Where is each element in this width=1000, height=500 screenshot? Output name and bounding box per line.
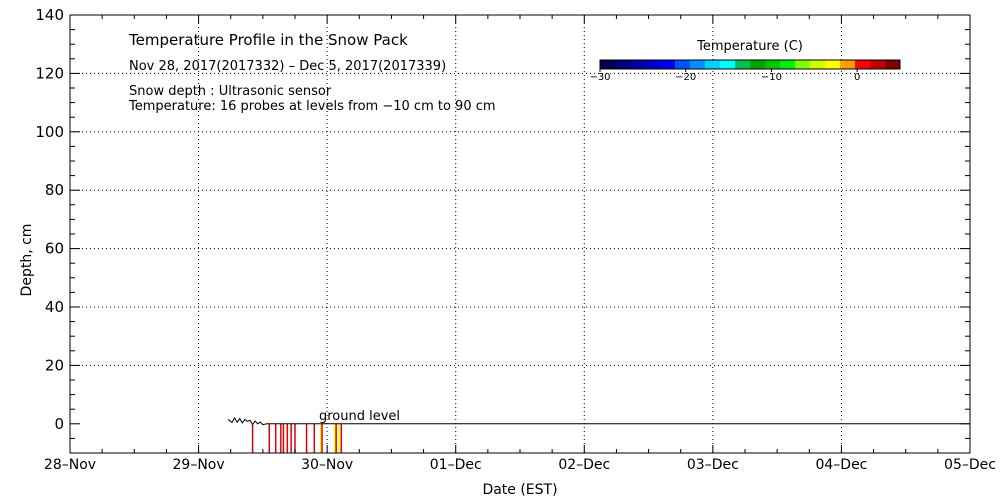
y-tick-label: 120 <box>35 64 64 82</box>
colorbar-swatch <box>765 60 781 69</box>
y-tick-label: 100 <box>35 123 64 141</box>
colorbar-swatch <box>795 60 811 69</box>
colorbar-swatch <box>855 60 871 69</box>
colorbar-tick-label: −30 <box>589 72 610 83</box>
colorbar-swatch <box>615 60 631 69</box>
y-tick-label: 40 <box>45 298 64 316</box>
colorbar-swatch <box>720 60 736 69</box>
y-tick-label: 0 <box>54 415 64 433</box>
grid-layer <box>70 15 970 453</box>
colorbar-swatch <box>810 60 826 69</box>
colorbar-swatch <box>690 60 706 69</box>
colorbar-frame <box>599 59 901 70</box>
snow-depth-line <box>227 416 267 426</box>
colorbar-swatch <box>630 60 646 69</box>
plot-frame <box>69 14 971 454</box>
colorbar-tick-label: −20 <box>675 72 696 83</box>
series-layer <box>227 416 970 453</box>
info-line-probes: Temperature: 16 probes at levels from −1… <box>128 99 496 114</box>
colorbar-title: Temperature (C) <box>696 39 803 54</box>
x-tick-label: 05–Dec <box>944 457 996 473</box>
x-tick-label: 29–Nov <box>173 457 225 473</box>
x-tick-label: 04–Dec <box>815 457 867 473</box>
y-tick-label: 60 <box>45 240 64 258</box>
colorbar-tick-label: 0 <box>854 72 860 83</box>
ground-level-label: ground level <box>319 409 400 424</box>
x-tick-label: 30–Nov <box>301 457 353 473</box>
colorbar-swatch <box>645 60 661 69</box>
colorbar-swatch <box>885 60 901 69</box>
colorbar-swatch <box>780 60 796 69</box>
info-line-sensor: Snow depth : Ultrasonic sensor <box>129 84 332 99</box>
colorbar-swatch <box>735 60 751 69</box>
colorbar-swatch <box>825 60 841 69</box>
colorbar-swatch <box>675 60 691 69</box>
x-tick-label: 01–Dec <box>430 457 482 473</box>
x-tick-label: 28–Nov <box>44 457 96 473</box>
y-tick-label: 140 <box>35 6 64 24</box>
axis-layer: 28–Nov 29–Nov 30–Nov 01–Dec 02–Dec 03–Dec 04–D… <box>35 6 996 473</box>
colorbar-swatch <box>660 60 676 69</box>
colorbar-swatch <box>705 60 721 69</box>
y-axis-label: Depth, cm <box>19 224 35 297</box>
x-tick-label: 02–Dec <box>558 457 610 473</box>
x-tick-label: 03–Dec <box>687 457 739 473</box>
colorbar-tick-label: −10 <box>761 72 782 83</box>
y-tick-label: 80 <box>45 181 64 199</box>
colorbar: −30 −20 −10 0 <box>589 59 901 83</box>
chart-title: Temperature Profile in the Snow Pack <box>128 31 408 49</box>
colorbar-swatch <box>750 60 766 69</box>
y-tick-label: 20 <box>45 356 64 374</box>
colorbar-swatch <box>870 60 886 69</box>
colorbar-swatch <box>840 60 856 69</box>
x-axis-label: Date (EST) <box>482 482 557 498</box>
colorbar-swatch <box>600 60 616 69</box>
date-range-label: Nov 28, 2017(2017332) – Dec 5, 2017(2017… <box>129 59 446 74</box>
